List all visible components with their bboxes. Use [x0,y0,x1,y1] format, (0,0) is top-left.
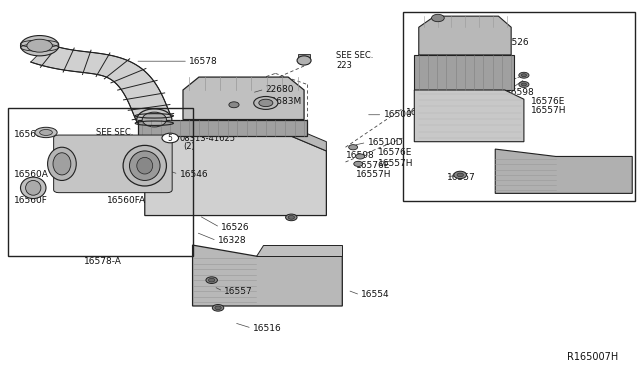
Ellipse shape [26,180,41,195]
Text: 5: 5 [168,134,173,142]
Text: SEE SEC.
223: SEE SEC. 223 [336,51,373,70]
Text: 16560A: 16560A [14,170,49,179]
Circle shape [215,306,221,310]
Text: 16546: 16546 [180,170,209,179]
Polygon shape [193,245,342,306]
Text: 16557H: 16557H [378,158,413,168]
Text: 22683M: 22683M [266,97,302,106]
Circle shape [356,154,365,159]
Circle shape [212,305,224,311]
Text: 16557H: 16557H [356,170,391,179]
Polygon shape [495,149,632,193]
Ellipse shape [47,147,76,180]
Bar [403,13,636,201]
Circle shape [454,171,467,179]
FancyBboxPatch shape [54,135,172,193]
Text: 16560FB: 16560FB [14,130,54,139]
Circle shape [229,102,239,108]
Circle shape [209,278,215,282]
Ellipse shape [53,153,71,175]
Text: 16598: 16598 [506,89,535,97]
Text: 22680: 22680 [266,85,294,94]
Text: 16557H: 16557H [531,106,566,115]
Bar [8,109,193,256]
Text: 16578: 16578 [189,57,218,66]
Text: 16516: 16516 [253,324,282,333]
Text: 16557: 16557 [447,173,476,182]
Text: 16526: 16526 [501,38,529,46]
Ellipse shape [40,129,52,135]
Text: 16546: 16546 [443,78,472,87]
Text: 16526: 16526 [221,223,250,232]
Circle shape [522,74,527,77]
Circle shape [519,81,529,87]
Circle shape [522,83,527,86]
Polygon shape [138,119,307,136]
Polygon shape [31,44,172,122]
Text: 16328: 16328 [443,134,472,142]
Circle shape [519,72,529,78]
Text: 16554: 16554 [537,164,565,173]
Ellipse shape [20,177,46,199]
Text: 16328: 16328 [218,236,246,245]
Text: SEE SEC.
144: SEE SEC. 144 [96,128,133,147]
Circle shape [162,133,179,143]
Text: 16500: 16500 [406,108,435,117]
Circle shape [349,145,358,150]
Text: 16560F: 16560F [14,196,48,205]
Ellipse shape [123,145,166,186]
Text: 16560FA: 16560FA [106,196,146,205]
Text: 16500: 16500 [384,110,412,119]
Polygon shape [183,77,304,119]
Ellipse shape [297,56,311,65]
Ellipse shape [27,39,52,52]
Text: 16576E: 16576E [531,97,565,106]
Text: (2): (2) [183,142,195,151]
Text: 16554: 16554 [362,291,390,299]
FancyBboxPatch shape [231,90,269,109]
Text: 16578-A: 16578-A [84,257,122,266]
Text: 16510D: 16510D [368,138,403,147]
Text: 16576E: 16576E [356,161,390,170]
Polygon shape [145,136,326,215]
Ellipse shape [35,127,57,138]
Text: 16576E: 16576E [378,148,412,157]
Polygon shape [414,55,515,90]
Ellipse shape [137,109,172,130]
Ellipse shape [129,151,160,180]
Polygon shape [256,245,342,256]
Polygon shape [291,127,326,151]
Text: 16598: 16598 [346,151,374,160]
Ellipse shape [137,157,153,174]
Circle shape [285,214,297,221]
Circle shape [206,277,218,283]
Text: 16557: 16557 [225,287,253,296]
Circle shape [457,173,463,177]
Text: R165007H: R165007H [567,352,618,362]
Ellipse shape [259,99,273,107]
Ellipse shape [20,36,59,56]
Circle shape [288,215,294,219]
Polygon shape [419,16,511,55]
Circle shape [354,161,363,166]
Polygon shape [414,90,524,142]
Text: 08313-41625: 08313-41625 [180,134,236,143]
Circle shape [431,14,444,22]
Bar [298,54,310,61]
Ellipse shape [142,112,166,127]
Ellipse shape [253,96,278,109]
